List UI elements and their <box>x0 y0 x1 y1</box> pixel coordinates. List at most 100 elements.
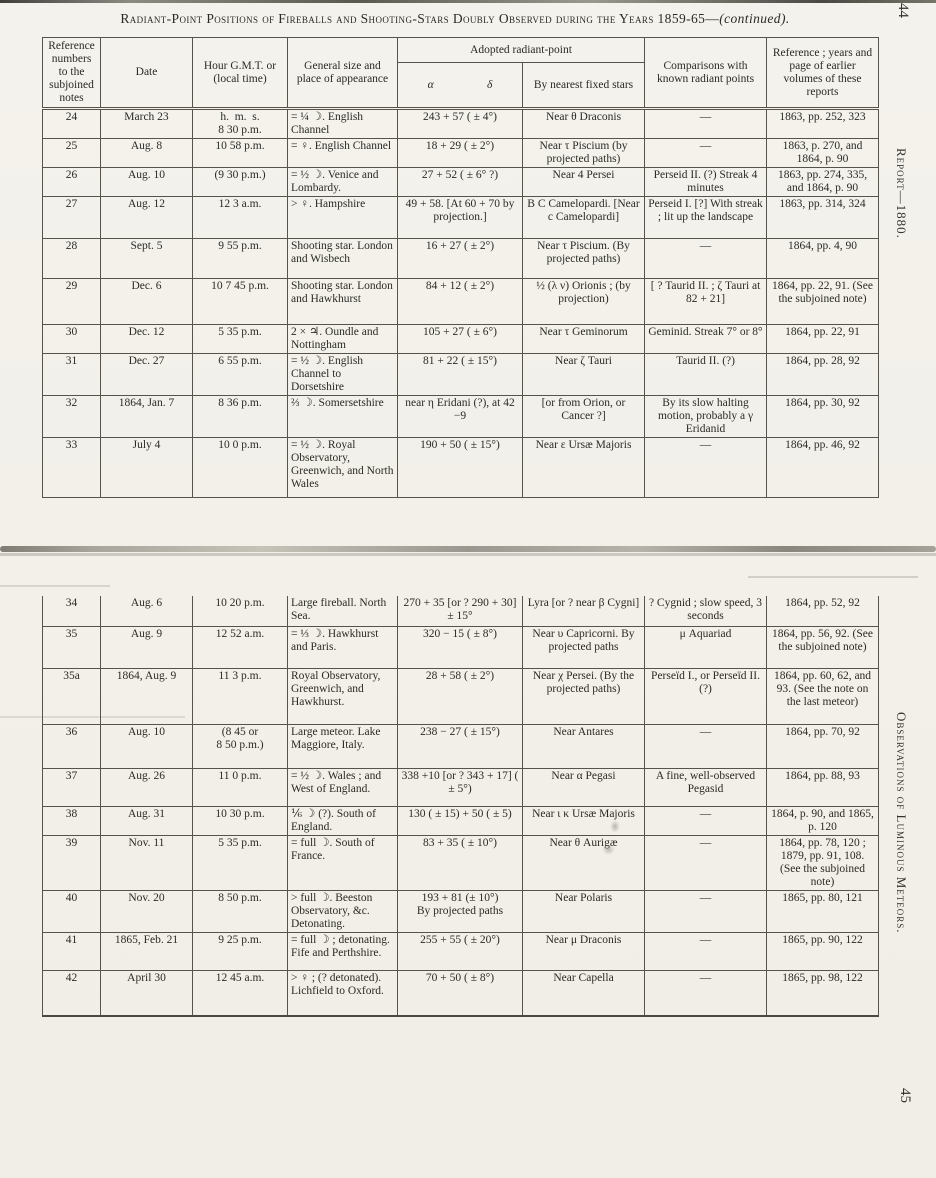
table-row: 41 1865, Feb. 21 9 25 p.m. = full ☽ ; deton… <box>42 931 879 971</box>
cell-size: = ♀. English Channel <box>287 138 398 168</box>
table-row: 39 Nov. 11 5 35 p.m. = full ☽. South of Fra… <box>42 834 879 891</box>
cell-stars: Near υ Capricorni. By projected paths <box>522 625 645 669</box>
radiant-table-upper: Reference numbers to the subjoined notes… <box>42 37 880 498</box>
cell-radiant: 70 + 50 ( ± 8°) <box>397 969 523 1017</box>
cell-comparisons: — <box>644 931 767 971</box>
cell-comparisons: Taurid II. (?) <box>644 353 768 396</box>
cell-date: Aug. 26 <box>100 767 193 807</box>
table-body-lower: 34 Aug. 6 10 20 p.m. Large fireball. North … <box>42 596 879 1017</box>
cell-date: Aug. 10 <box>100 723 193 769</box>
cell-reference: 1863, pp. 314, 324 <box>766 196 880 239</box>
header-by-nearest-fixed-stars: By nearest fixed stars <box>521 62 646 110</box>
cell-radiant: 83 + 35 ( ± 10°) <box>397 834 523 891</box>
table-row: 31 Dec. 27 6 55 p.m. = ½ ☽. English Channel… <box>42 353 880 396</box>
cell-ref: 33 <box>42 437 101 498</box>
scan-smudge <box>0 585 110 587</box>
cell-comparisons: — <box>644 238 768 279</box>
cell-size: > full ☽. Beeston Observatory, &c. Deton… <box>287 889 398 933</box>
cell-date: Dec. 6 <box>100 278 193 325</box>
cell-reference: 1864, pp. 30, 92 <box>766 395 880 438</box>
cell-radiant: 81 + 22 ( ± 15°) <box>397 353 523 396</box>
cell-date: Nov. 20 <box>100 889 193 933</box>
table-row: 34 Aug. 6 10 20 p.m. Large fireball. North … <box>42 596 879 627</box>
cell-comparisons: By its slow halting motion, probably a γ… <box>644 395 768 438</box>
cell-size: ⅙ ☽ (?). South of England. <box>287 805 398 836</box>
cell-hour: 10 7 45 p.m. <box>192 278 288 325</box>
cell-hour: 11 3 p.m. <box>192 667 288 725</box>
cell-reference: 1864, pp. 70, 92 <box>766 723 879 769</box>
scan-smudge <box>748 576 918 578</box>
table-row: 40 Nov. 20 8 50 p.m. > full ☽. Beeston Obse… <box>42 889 879 933</box>
running-head-report: Report—1880. <box>894 148 909 239</box>
cell-comparisons: — <box>644 108 768 139</box>
cell-reference: 1863, p. 270, and 1864, p. 90 <box>766 138 880 168</box>
table-row: 35a 1864, Aug. 9 11 3 p.m. Royal Observator… <box>42 667 879 725</box>
cell-size: = ½ ☽. Royal Observatory, Greenwich, and… <box>287 437 398 498</box>
table-row: 25 Aug. 8 10 58 p.m. = ♀. English Channel 18… <box>42 138 880 168</box>
cell-size: = ½ ☽. Wales ; and West of England. <box>287 767 398 807</box>
cell-reference: 1865, pp. 90, 122 <box>766 931 879 971</box>
cell-size: = ¼ ☽. English Channel <box>287 108 398 139</box>
cell-ref: 36 <box>42 723 101 769</box>
cell-comparisons: — <box>644 138 768 168</box>
cell-radiant: 18 + 29 ( ± 2°) <box>397 138 523 168</box>
cell-reference: 1864, pp. 28, 92 <box>766 353 880 396</box>
cell-date: 1865, Feb. 21 <box>100 931 193 971</box>
cell-radiant: 28 + 58 ( ± 2°) <box>397 667 523 725</box>
table-row: 26 Aug. 10 (9 30 p.m.) = ½ ☽. Venice and Lo… <box>42 167 880 197</box>
cell-comparisons: — <box>644 834 767 891</box>
cell-date: 1864, Jan. 7 <box>100 395 193 438</box>
cell-hour: 8 50 p.m. <box>192 889 288 933</box>
cell-comparisons: [ ? Taurid II. ; ζ Tauri at 82 + 21] <box>644 278 768 325</box>
cell-reference: 1864, p. 90, and 1865, p. 120 <box>766 805 879 836</box>
table-row: 29 Dec. 6 10 7 45 p.m. Shooting star. Londo… <box>42 278 880 325</box>
cell-comparisons: A fine, well-observed Pegasid <box>644 767 767 807</box>
cell-ref: 42 <box>42 969 101 1017</box>
cell-date: April 30 <box>100 969 193 1017</box>
table-body-upper: 24 March 23 h. m. s. 8 30 p.m. = ¼ ☽. Englis… <box>42 108 880 498</box>
cell-stars: Near Antares <box>522 723 645 769</box>
header-reference: Reference ; years and page of earlier vo… <box>766 37 880 110</box>
cell-comparisons: — <box>644 437 768 498</box>
table-row: 37 Aug. 26 11 0 p.m. = ½ ☽. Wales ; and Wes… <box>42 767 879 807</box>
cell-reference: 1863, pp. 252, 323 <box>766 108 880 139</box>
cell-ref: 41 <box>42 931 101 971</box>
cell-ref: 35a <box>42 667 101 725</box>
header-size: General size and place of appearance <box>287 37 398 110</box>
cell-reference: 1864, pp. 4, 90 <box>766 238 880 279</box>
cell-date: 1864, Aug. 9 <box>100 667 193 725</box>
cell-stars: ½ (λ ν) Orionis ; (by projection) <box>521 278 646 325</box>
cell-ref: 38 <box>42 805 101 836</box>
cell-hour: 9 25 p.m. <box>192 931 288 971</box>
cell-hour: h. m. s. 8 30 p.m. <box>192 108 288 139</box>
cell-size: Shooting star. London and Wisbech <box>287 238 398 279</box>
cell-comparisons: — <box>644 969 767 1017</box>
cell-radiant: 49 + 58. [At 60 + 70 by projection.] <box>397 196 523 239</box>
scan-join-artifact <box>0 553 936 556</box>
cell-date: Aug. 9 <box>100 625 193 669</box>
cell-ref: 31 <box>42 353 101 396</box>
table-row: 38 Aug. 31 10 30 p.m. ⅙ ☽ (?). South of Eng… <box>42 805 879 836</box>
cell-radiant: 27 + 52 ( ± 6° ?) <box>397 167 523 197</box>
cell-ref: 26 <box>42 167 101 197</box>
cell-date: Aug. 6 <box>100 596 193 627</box>
cell-size: ⅔ ☽. Somersetshire <box>287 395 398 438</box>
cell-comparisons: — <box>644 723 767 769</box>
cell-radiant: 190 + 50 ( ± 15°) <box>397 437 523 498</box>
cell-size: 2 × ♃. Oundle and Nottingham <box>287 324 398 354</box>
cell-ref: 29 <box>42 278 101 325</box>
table-row: 24 March 23 h. m. s. 8 30 p.m. = ¼ ☽. Englis… <box>42 108 880 139</box>
cell-reference: 1865, pp. 80, 121 <box>766 889 879 933</box>
cell-stars: B C Camelopardi. [Near c Camelopardi] <box>521 196 646 239</box>
cell-stars: Near 4 Persei <box>521 167 646 197</box>
cell-radiant: 255 + 55 ( ± 20°) <box>397 931 523 971</box>
running-head-observations: Observations of Luminous Meteors. <box>894 712 909 934</box>
cell-stars: Near θ Draconis <box>521 108 646 139</box>
table-row: 30 Dec. 12 5 35 p.m. 2 × ♃. Oundle and Nott… <box>42 324 880 354</box>
cell-stars: Near ζ Tauri <box>521 353 646 396</box>
cell-ref: 28 <box>42 238 101 279</box>
cell-ref: 25 <box>42 138 101 168</box>
cell-radiant: 270 + 35 [or ? 290 + 30] ± 15° <box>397 596 523 627</box>
